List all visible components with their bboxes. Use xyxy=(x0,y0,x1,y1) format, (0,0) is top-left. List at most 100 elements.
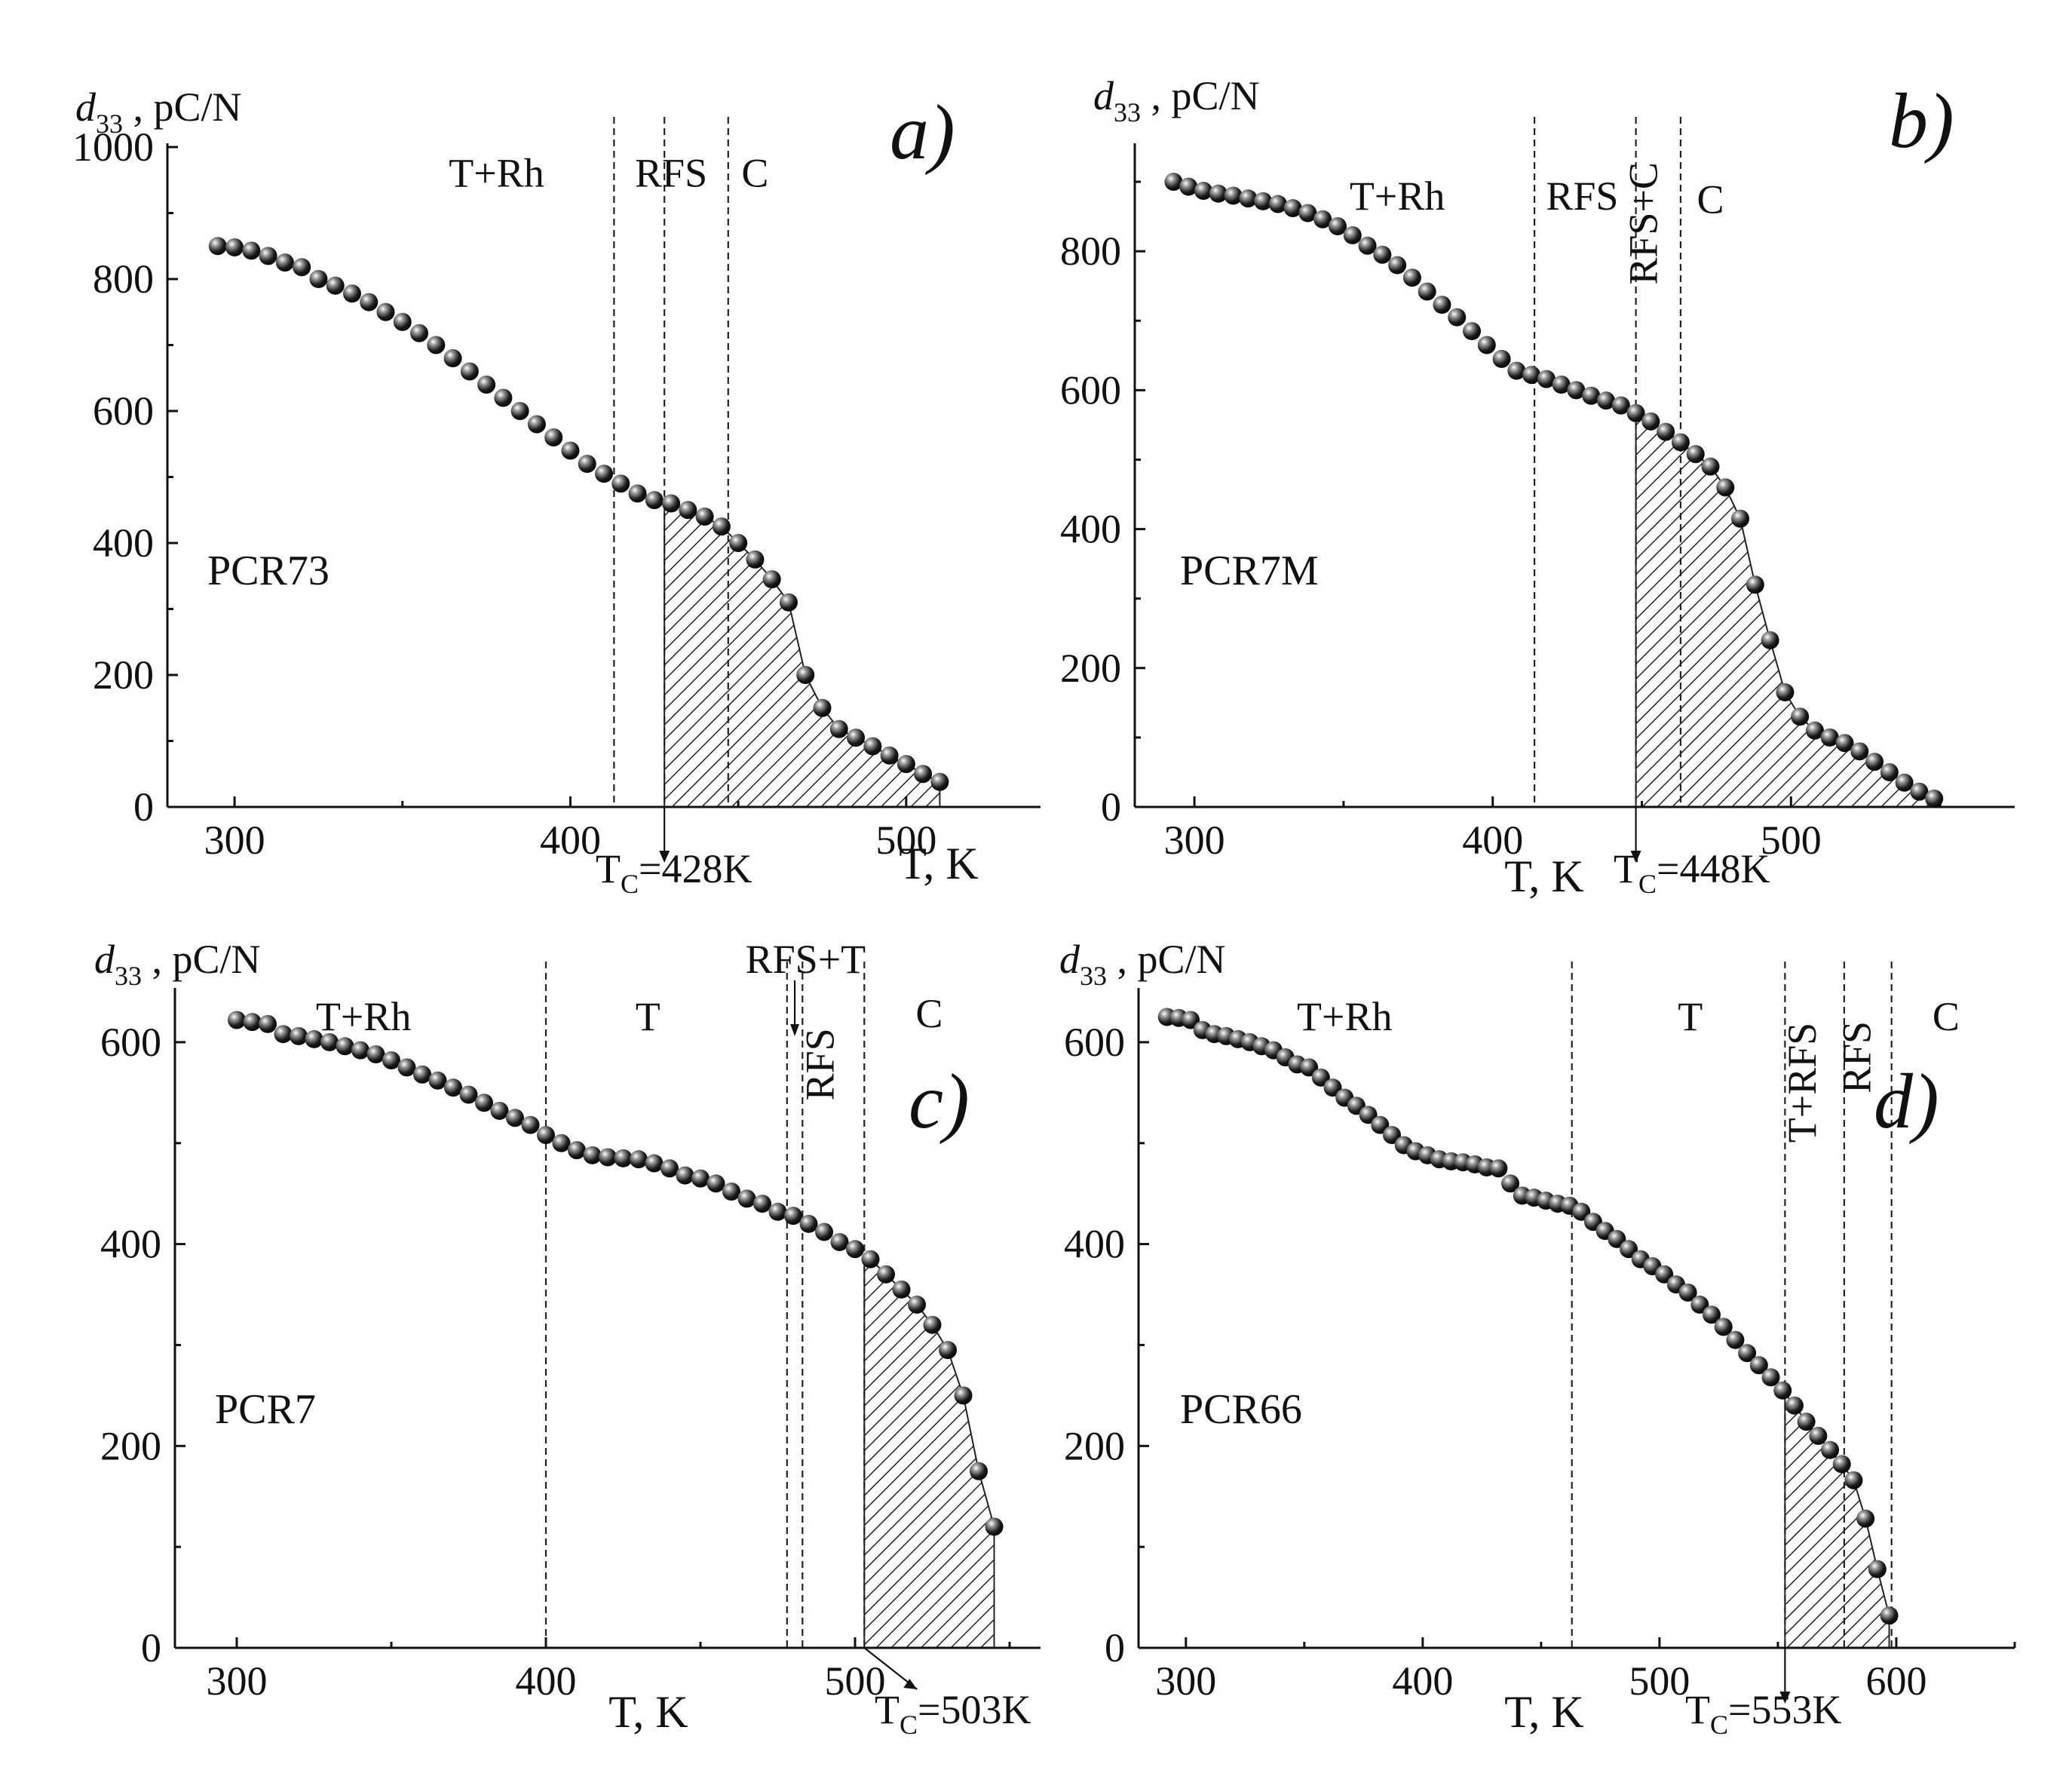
data-point xyxy=(914,765,933,784)
data-point xyxy=(1597,391,1616,410)
data-point xyxy=(691,1169,710,1188)
data-point xyxy=(1433,296,1451,314)
data-point xyxy=(1507,361,1526,380)
data-point xyxy=(561,441,580,460)
y-tick-label: 0 xyxy=(133,784,154,830)
data-point xyxy=(796,666,815,684)
data-point xyxy=(1402,268,1421,287)
data-point xyxy=(1620,1240,1638,1259)
y-tick-label: 0 xyxy=(141,1625,161,1670)
data-point xyxy=(1856,1509,1875,1528)
data-point xyxy=(1880,762,1899,781)
data-point xyxy=(1572,1202,1591,1221)
data-point xyxy=(1283,199,1302,218)
data-point xyxy=(985,1517,1004,1536)
data-point xyxy=(799,1214,818,1233)
phase-region-label: T+Rh xyxy=(316,994,411,1039)
tc-arrowhead xyxy=(903,1679,918,1689)
data-point xyxy=(460,362,479,381)
data-point xyxy=(892,1280,911,1299)
data-point xyxy=(815,1222,833,1241)
data-point xyxy=(1657,422,1675,441)
data-point xyxy=(259,247,277,265)
data-point xyxy=(1749,1356,1768,1375)
data-point xyxy=(1383,1126,1402,1145)
data-point xyxy=(1463,322,1482,341)
y-tick-label: 200 xyxy=(100,1423,161,1468)
data-point xyxy=(1761,1368,1780,1387)
data-point xyxy=(1313,210,1332,229)
data-point xyxy=(1164,173,1183,192)
data-point xyxy=(1492,349,1511,368)
data-point xyxy=(595,465,613,483)
phase-region-label: C xyxy=(1697,177,1724,222)
phase-region-label: T+Rh xyxy=(449,151,544,196)
data-point xyxy=(326,276,345,295)
data-point xyxy=(897,755,915,774)
y-tick-label: 600 xyxy=(1064,1020,1125,1065)
data-point xyxy=(1791,707,1810,726)
data-point xyxy=(1552,376,1571,394)
curie-temperature-label: TC=428K xyxy=(596,846,752,899)
data-point xyxy=(930,772,949,791)
y-axis-label: d33 , pC/N xyxy=(1093,73,1260,127)
x-tick-label: 400 xyxy=(540,818,601,863)
data-point xyxy=(1239,189,1258,208)
data-point xyxy=(274,1025,293,1044)
data-point xyxy=(1300,1058,1319,1077)
data-point xyxy=(1895,773,1914,792)
sample-name: PCR73 xyxy=(207,548,329,594)
data-point xyxy=(661,1159,679,1178)
data-point xyxy=(1311,1068,1330,1087)
data-point xyxy=(1850,742,1869,761)
data-point xyxy=(290,1026,308,1045)
data-point xyxy=(583,1146,602,1164)
data-point xyxy=(397,1058,416,1077)
data-point xyxy=(544,428,563,446)
y-tick-label: 200 xyxy=(1064,1423,1125,1468)
data-point xyxy=(737,1189,756,1208)
data-point xyxy=(568,1141,586,1160)
y-axis-label: d33 , pC/N xyxy=(1059,937,1226,991)
data-point xyxy=(1359,1106,1378,1124)
data-point xyxy=(877,1265,895,1284)
data-point xyxy=(1865,753,1884,772)
tc-arrowhead xyxy=(1630,851,1641,863)
data-point xyxy=(360,293,379,311)
y-axis-label: d33 , pC/N xyxy=(75,84,242,139)
data-point xyxy=(662,494,681,513)
data-point xyxy=(413,1065,431,1084)
y-tick-label: 400 xyxy=(1060,507,1121,552)
data-point xyxy=(1820,728,1839,747)
data-point xyxy=(1701,457,1720,476)
data-point xyxy=(939,1341,957,1360)
phase-region-label: RFS xyxy=(1834,1021,1879,1094)
data-point xyxy=(521,1115,540,1134)
sample-name: PCR7 xyxy=(215,1386,316,1433)
data-point xyxy=(342,284,361,303)
data-point xyxy=(477,376,496,394)
data-point xyxy=(829,719,848,738)
x-axis-label: T, K xyxy=(1504,1687,1584,1737)
data-point xyxy=(242,241,261,260)
tc-arrowhead xyxy=(1779,1692,1791,1704)
data-point xyxy=(846,1240,864,1259)
phase-region-label: T+RFS xyxy=(1779,1023,1825,1143)
data-point xyxy=(1448,308,1467,327)
data-point xyxy=(1641,412,1660,431)
data-point xyxy=(228,1011,246,1029)
phase-region-label: C xyxy=(1933,994,1960,1039)
data-point xyxy=(1746,575,1764,594)
data-point xyxy=(1835,734,1854,753)
x-tick-label: 300 xyxy=(1164,818,1225,863)
phase-region-label: T+Rh xyxy=(1350,173,1445,219)
data-point xyxy=(923,1315,942,1334)
data-point xyxy=(552,1134,571,1152)
data-point xyxy=(309,270,328,288)
data-point xyxy=(336,1037,354,1056)
y-tick-label: 0 xyxy=(1105,1625,1125,1670)
y-tick-label: 1000 xyxy=(72,124,154,170)
phase-region-label: C xyxy=(741,151,768,196)
data-point xyxy=(762,570,781,589)
x-tick-label: 300 xyxy=(207,1658,268,1704)
